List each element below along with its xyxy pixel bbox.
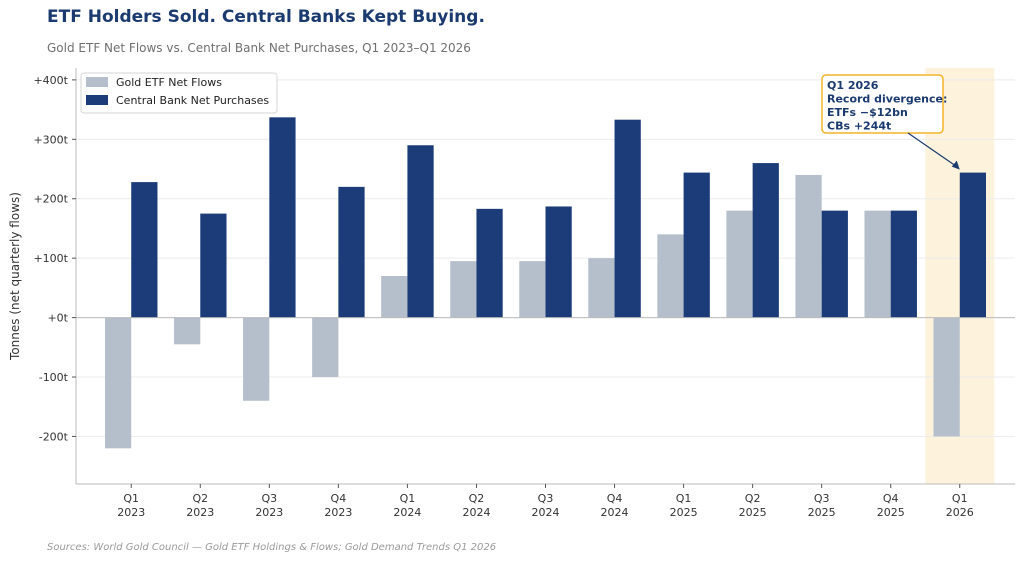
x-tick-quarter: Q4 bbox=[331, 492, 347, 505]
x-tick-year: 2025 bbox=[670, 506, 698, 519]
legend-swatch bbox=[86, 77, 108, 87]
x-tick-quarter: Q2 bbox=[192, 492, 208, 505]
x-tick-year: 2025 bbox=[877, 506, 905, 519]
central-bank-bar bbox=[131, 182, 158, 318]
central-bank-bar bbox=[269, 117, 296, 318]
x-tick-year: 2024 bbox=[532, 506, 560, 519]
x-tick-label: Q3 2024 bbox=[532, 492, 560, 519]
etf-flow-bar bbox=[933, 317, 960, 437]
etf-flow-bar bbox=[243, 317, 270, 401]
central-bank-bar bbox=[545, 206, 572, 318]
etf-flow-bar bbox=[864, 210, 891, 318]
x-tick-quarter: Q3 bbox=[261, 492, 277, 505]
etf-flow-bar bbox=[104, 317, 132, 449]
x-tick-year: 2025 bbox=[808, 506, 836, 519]
y-tick-label: -100t bbox=[39, 371, 69, 384]
central-bank-bar bbox=[752, 163, 779, 318]
central-bank-bar bbox=[890, 210, 917, 318]
legend-swatch bbox=[86, 95, 108, 105]
annotation-line: Record divergence: bbox=[827, 93, 947, 106]
x-tick-year: 2023 bbox=[186, 506, 214, 519]
x-tick-year: 2025 bbox=[739, 506, 767, 519]
x-tick-label: Q4 2023 bbox=[324, 492, 352, 519]
central-bank-bar bbox=[476, 208, 503, 318]
x-tick-label: Q1 2025 bbox=[670, 492, 698, 519]
annotation-line: Q1 2026 bbox=[827, 79, 879, 92]
etf-flow-bar bbox=[381, 276, 408, 318]
etf-flow-bar bbox=[588, 258, 615, 318]
x-tick-quarter: Q3 bbox=[538, 492, 554, 505]
x-tick-label: Q4 2024 bbox=[601, 492, 629, 519]
x-tick-quarter: Q1 bbox=[123, 492, 139, 505]
legend-label: Central Bank Net Purchases bbox=[116, 94, 269, 107]
x-tick-quarter: Q2 bbox=[469, 492, 485, 505]
annotation-arrow bbox=[907, 132, 958, 168]
x-tick-quarter: Q1 bbox=[952, 492, 968, 505]
annotation-box bbox=[821, 74, 944, 134]
legend-label: Gold ETF Net Flows bbox=[116, 76, 222, 89]
annotation-line: CBs +244t bbox=[827, 120, 891, 133]
central-bank-bar bbox=[614, 119, 641, 318]
x-tick-label: Q1 2023 bbox=[117, 492, 145, 519]
y-tick-label: +400t bbox=[33, 74, 68, 87]
x-tick-label: Q4 2025 bbox=[877, 492, 905, 519]
central-bank-bar bbox=[338, 186, 365, 318]
x-tick-quarter: Q1 bbox=[676, 492, 692, 505]
chart-subtitle: Gold ETF Net Flows vs. Central Bank Net … bbox=[47, 41, 471, 55]
y-tick-label: +300t bbox=[33, 133, 68, 146]
central-bank-bar bbox=[959, 172, 987, 318]
etf-flow-bar bbox=[726, 210, 753, 318]
x-tick-quarter: Q2 bbox=[745, 492, 761, 505]
x-tick-year: 2024 bbox=[393, 506, 421, 519]
etf-flow-bar bbox=[312, 317, 339, 378]
y-tick-label: +0t bbox=[47, 312, 68, 325]
x-tick-year: 2023 bbox=[117, 506, 145, 519]
central-bank-bar bbox=[683, 172, 710, 318]
source-note: Sources: World Gold Council — Gold ETF H… bbox=[47, 542, 497, 553]
etf-flow-bar bbox=[450, 261, 477, 318]
central-bank-bar bbox=[821, 210, 848, 318]
etf-flow-bar bbox=[657, 234, 684, 318]
x-tick-label: Q2 2025 bbox=[739, 492, 767, 519]
x-tick-label: Q1 2024 bbox=[393, 492, 421, 519]
x-tick-label: Q2 2024 bbox=[462, 492, 490, 519]
x-tick-year: 2024 bbox=[462, 506, 490, 519]
chart-title: ETF Holders Sold. Central Banks Kept Buy… bbox=[47, 7, 485, 27]
x-tick-quarter: Q4 bbox=[607, 492, 623, 505]
central-bank-bar bbox=[200, 213, 227, 318]
etf-flow-bar bbox=[795, 174, 822, 318]
y-tick-label: -200t bbox=[39, 430, 69, 443]
x-tick-label: Q3 2025 bbox=[808, 492, 836, 519]
x-tick-year: 2023 bbox=[255, 506, 283, 519]
x-tick-quarter: Q4 bbox=[883, 492, 899, 505]
annotation-arrowhead bbox=[951, 160, 960, 170]
x-tick-label: Q2 2023 bbox=[186, 492, 214, 519]
central-bank-bar bbox=[407, 145, 434, 318]
x-tick-label: Q3 2023 bbox=[255, 492, 283, 519]
x-tick-label: Q1 2026 bbox=[946, 492, 974, 519]
x-tick-quarter: Q1 bbox=[400, 492, 416, 505]
annotation-line: ETFs −$12bn bbox=[827, 106, 908, 119]
x-tick-year: 2024 bbox=[601, 506, 629, 519]
etf-flow-bar bbox=[519, 261, 546, 318]
y-tick-label: +100t bbox=[33, 252, 68, 265]
x-tick-year: 2026 bbox=[946, 506, 974, 519]
legend-box bbox=[80, 72, 278, 114]
y-tick-label: +200t bbox=[33, 193, 68, 206]
etf-flow-bar bbox=[174, 317, 201, 345]
x-tick-year: 2023 bbox=[324, 506, 352, 519]
x-tick-quarter: Q3 bbox=[814, 492, 830, 505]
y-axis-title: Tonnes (net quarterly flows) bbox=[8, 192, 22, 361]
